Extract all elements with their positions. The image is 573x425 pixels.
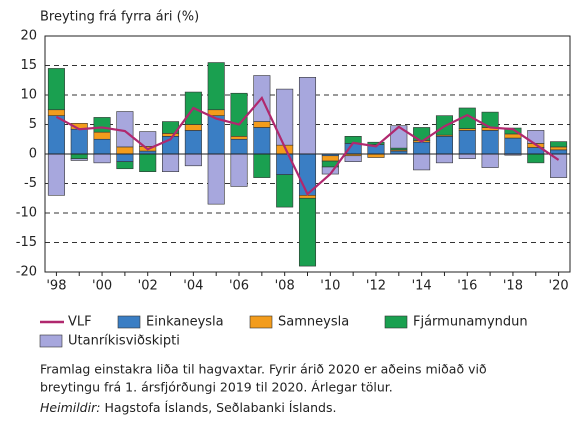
y-tick-label: 5 (29, 117, 37, 132)
bar (435, 153, 453, 164)
x-tick-label: '04 (183, 279, 203, 294)
x-tick-label: '08 (275, 279, 295, 294)
legend-swatch (384, 315, 408, 329)
bar (47, 153, 65, 196)
y-axis-title: Breyting frá fyrra ári (%) (40, 10, 199, 25)
bar (298, 195, 317, 199)
bar (184, 130, 202, 155)
line (55, 95, 560, 196)
legend-swatch (117, 315, 141, 329)
y-tick-label: 20 (20, 29, 37, 44)
bar (93, 138, 111, 155)
bar (390, 125, 408, 149)
bar (162, 153, 180, 173)
bar (139, 153, 157, 173)
y-tick-label: -5 (24, 176, 37, 191)
bar (413, 153, 431, 171)
bar (481, 130, 499, 155)
bar (276, 174, 294, 208)
bar (253, 153, 271, 178)
bar (162, 133, 180, 137)
source-label: Heimildir: (40, 400, 100, 415)
bar (550, 146, 568, 151)
x-tick-label: '12 (366, 279, 386, 294)
bar (184, 153, 202, 167)
bar (458, 130, 476, 155)
bar (47, 109, 65, 116)
x-tick-label: '06 (229, 279, 249, 294)
bar (504, 133, 522, 139)
bar (70, 128, 88, 155)
x-tick-label: '00 (92, 279, 112, 294)
bar (207, 153, 225, 205)
bar (321, 155, 339, 162)
x-tick-label: '02 (138, 279, 158, 294)
y-tick-label: 15 (20, 58, 37, 73)
bar (230, 153, 248, 187)
bar (70, 153, 88, 160)
bar (527, 153, 545, 164)
y-tick-label: -15 (16, 235, 37, 250)
bar (139, 131, 157, 147)
bar (458, 153, 476, 160)
note: Framlag einstakra liða til hagvaxtar. Fy… (40, 362, 487, 377)
bar (550, 149, 568, 155)
y-tick-label: 10 (20, 88, 37, 103)
y-tick-label: -20 (16, 265, 37, 280)
bar (298, 77, 317, 155)
y-tick-label: 0 (29, 147, 37, 162)
bar (230, 136, 248, 140)
bar (550, 141, 568, 148)
bar (367, 141, 385, 145)
bar (550, 153, 568, 178)
source-text: Hagstofa Íslands, Seðlabanki Íslands. (104, 400, 336, 415)
bar (253, 127, 271, 155)
legend-swatch (249, 315, 273, 329)
bar (298, 197, 317, 267)
bar (184, 124, 202, 131)
legend-swatch (39, 334, 63, 348)
legend-label: Utanríkisviðskipti (68, 334, 180, 349)
legend-label: VLF (68, 315, 92, 330)
x-tick-label: '16 (457, 279, 477, 294)
bar (70, 158, 88, 161)
note: breytingu frá 1. ársfjórðungi 2019 til 2… (40, 380, 393, 395)
bar (207, 115, 225, 155)
bar (47, 115, 65, 155)
bar (116, 153, 134, 162)
bar (116, 161, 134, 170)
bar (93, 153, 111, 164)
x-tick-label: '14 (412, 279, 432, 294)
bar (230, 138, 248, 155)
y-tick-label: -10 (16, 206, 37, 221)
x-tick-label: '18 (503, 279, 523, 294)
legend-label: Samneysla (278, 315, 349, 330)
bar (116, 146, 134, 155)
x-tick-label: '98 (46, 279, 66, 294)
bar (93, 131, 111, 140)
x-tick-label: '10 (320, 279, 340, 294)
legend-label: Fjármunamyndun (413, 315, 528, 330)
bar (47, 68, 65, 111)
bar (481, 153, 499, 168)
bar (93, 117, 111, 133)
bar (413, 141, 431, 155)
bar (253, 121, 271, 128)
x-tick-label: '20 (549, 279, 569, 294)
bar (207, 62, 225, 111)
source: Heimildir: Hagstofa Íslands, Seðlabanki … (40, 400, 336, 415)
bar (435, 136, 453, 155)
bar (230, 92, 248, 137)
bar (344, 155, 362, 162)
bar (367, 153, 385, 158)
bar (504, 127, 522, 135)
bar (504, 137, 522, 155)
legend-label: Einkaneysla (146, 315, 224, 330)
